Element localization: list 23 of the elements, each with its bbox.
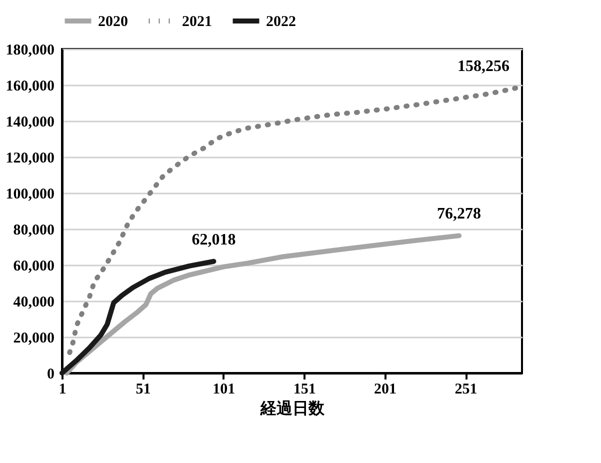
- x-tick-label: 251: [454, 382, 478, 398]
- y-tick-label: 140,000: [6, 114, 54, 130]
- x-tick-label: 201: [374, 382, 397, 398]
- y-tick-label: 60,000: [13, 258, 54, 274]
- y-tick-label: 100,000: [6, 186, 54, 202]
- legend-label: 2020: [98, 14, 128, 30]
- y-tick-label: 20,000: [13, 330, 54, 346]
- y-tick-label: 40,000: [13, 294, 54, 310]
- y-tick-label: 0: [47, 366, 54, 382]
- annotation: 158,256: [458, 58, 510, 76]
- y-tick-label: 160,000: [6, 78, 54, 94]
- x-tick-label: 101: [212, 382, 236, 398]
- x-axis-title: 経過日数: [260, 400, 326, 418]
- annotation: 62,018: [192, 231, 236, 248]
- legend-label: 2021: [182, 14, 212, 30]
- y-tick-label: 120,000: [6, 150, 54, 166]
- legend-label: 2022: [266, 14, 296, 30]
- x-tick-label: 1: [58, 382, 66, 398]
- x-tick-label: 51: [136, 382, 151, 398]
- y-tick-label: 180,000: [6, 42, 54, 58]
- y-tick-label: 80,000: [13, 222, 54, 238]
- annotation: 76,278: [437, 206, 482, 223]
- x-tick-label: 151: [293, 382, 316, 398]
